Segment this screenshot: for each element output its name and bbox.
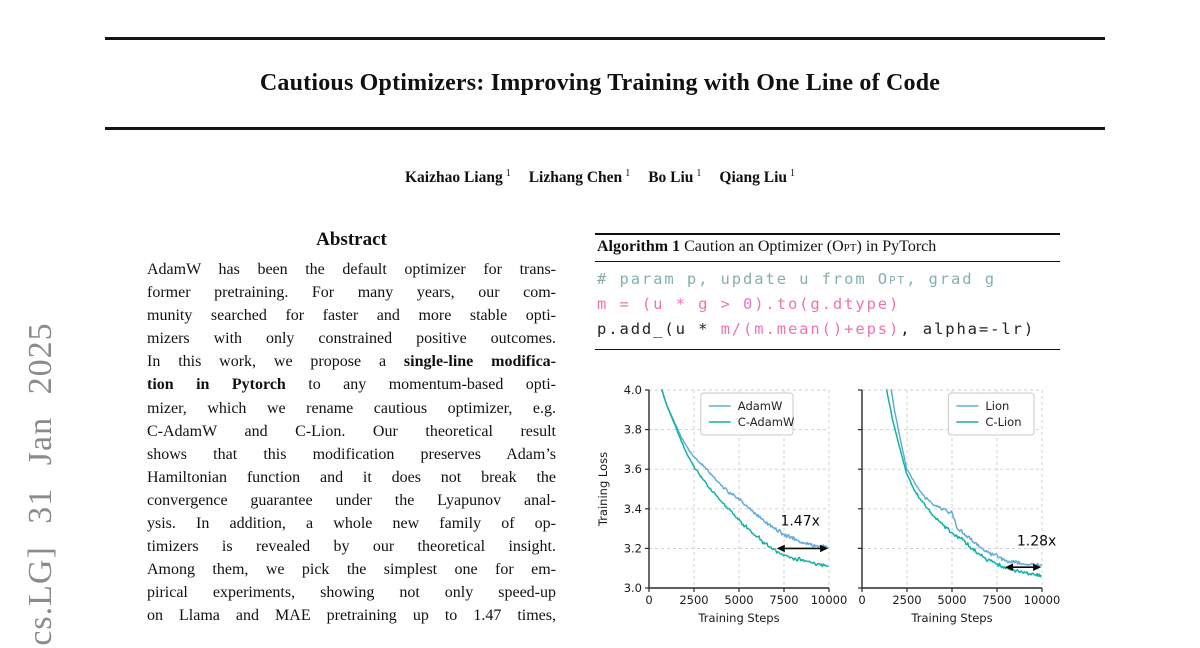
title-rule (105, 127, 1105, 130)
abstract-line: shows that this modification preserves A… (147, 445, 556, 463)
algorithm-title-pre: Caution an Optimizer ( (680, 238, 833, 255)
abstract-line: timizers is revealed by our theoretical … (147, 538, 556, 556)
abstract-line: ysis. In addition, a whole new family of… (147, 515, 556, 533)
chart-lion: 0 2500 5000 7500 10000 Training Steps Lion C-Li… (858, 389, 1061, 625)
y-tick-label: 4.0 (624, 383, 642, 397)
x-tick-label: 0 (645, 593, 652, 607)
x-tick-label: 2500 (679, 593, 708, 607)
abstract-line: mizers with only constrained positive ou… (147, 330, 556, 348)
arrowhead-left (1005, 563, 1014, 572)
x-tick-label: 7500 (982, 593, 1011, 607)
top-rule (105, 37, 1105, 40)
author: Lizhang Chen 1 (528, 168, 631, 187)
abstract-line: AdamW has been the default optimizer for… (147, 261, 556, 278)
abstract-line: munity searched for faster and more stab… (147, 307, 556, 325)
abstract-line: convergence guarantee under the Lyapunov… (147, 491, 556, 509)
arrowhead-right (820, 544, 829, 553)
training-loss-figure: 0 2500 5000 7500 10000 3.0 3.2 3.4 3.6 3.8 4.0 Trai… (596, 383, 1061, 625)
author-list: Kaizhao Liang 1 Lizhang Chen 1 Bo Liu 1 Qiang … (100, 168, 1100, 187)
x-tick-label: 5000 (937, 593, 966, 607)
legend-box (947, 392, 1035, 436)
abstract-line: C-AdamW and C-Lion. Our theoretical resu… (147, 422, 556, 440)
legend-label-c-lion: C-Lion (985, 415, 1021, 429)
paper-title: Cautious Optimizers: Improving Training … (259, 70, 941, 96)
chart-adamw: 0 2500 5000 7500 10000 3.0 3.2 3.4 3.6 3.8 4.0 Trai… (596, 383, 848, 625)
y-tick-label: 3.8 (624, 423, 642, 437)
x-tick-label: 7500 (769, 593, 798, 607)
abstract-line: Hamiltonian function and it does not bre… (147, 468, 556, 486)
x-axis-label: Training Steps (697, 611, 779, 625)
y-tick-label: 3.4 (624, 502, 642, 516)
x-tick-label: 10000 (1024, 593, 1061, 607)
legend-box (700, 392, 794, 436)
speedup-label: 1.47x (780, 514, 819, 530)
abstract-heading: Abstract (316, 229, 387, 250)
algorithm-box: Algorithm 1 Caution an Optimizer (Opt) i… (595, 233, 1060, 350)
legend-label-c-adamw: C-AdamW (738, 415, 795, 429)
abstract-line: In this work, we propose a single-line m… (147, 353, 556, 371)
legend-label-lion: Lion (985, 399, 1009, 413)
x-axis-label: Training Steps (910, 611, 992, 625)
series-c-adamw (660, 389, 829, 568)
abstract-line: on Llama and MAE pretraining up to 1.47 … (147, 607, 556, 625)
arrowhead-right (1033, 563, 1042, 572)
y-tick-label: 3.6 (624, 462, 642, 476)
algorithm-header: Algorithm 1 Caution an Optimizer (Opt) i… (595, 233, 1060, 262)
algorithm-title-post: ) in PyTorch (856, 238, 937, 255)
y-tick-label: 3.0 (624, 581, 642, 595)
speedup-label: 1.28x (1017, 533, 1056, 549)
arrowhead-left (776, 544, 785, 553)
algorithm-title-smallcaps: Opt (832, 238, 857, 255)
x-tick-label: 2500 (892, 593, 921, 607)
series-c-lion (885, 389, 1042, 578)
series-lion (890, 389, 1042, 568)
x-tick-label: 0 (858, 593, 865, 607)
author: Qiang Liu 1 (719, 168, 796, 187)
y-tick-label: 3.2 (624, 541, 642, 555)
abstract-line: tion in Pytorch to any momentum-based op… (147, 376, 557, 394)
abstract-line: former pretraining. For many years, our … (147, 284, 556, 302)
abstract-line: pirical experiments, showing not only sp… (147, 584, 556, 602)
author: Kaizhao Liang 1 (404, 168, 511, 187)
legend-label-adamw: AdamW (738, 399, 783, 413)
algorithm-label: Algorithm 1 (597, 238, 681, 255)
arxiv-watermark: [cs.LG] 31 Jan 2025 (22, 322, 59, 648)
code-line: p.add_(u * m/(m.mean()+eps), alpha=-lr) (597, 320, 1036, 338)
code-line: m = (u * g > 0).to(g.dtype) (597, 295, 901, 313)
author: Bo Liu 1 (648, 168, 702, 187)
abstract-line: mizer, which we rename cautious optimize… (147, 399, 556, 417)
x-tick-label: 5000 (724, 593, 753, 607)
code-line: # param p, update u from Opt, grad g (597, 270, 996, 288)
algorithm-code: # param p, update u from Opt, grad g m = … (595, 262, 1060, 350)
y-axis-label: Training Loss (596, 452, 610, 527)
x-tick-label: 10000 (811, 593, 848, 607)
abstract-body: AdamW has been the default optimizer for… (147, 258, 556, 628)
abstract-line: Among them, we pick the simplest one for… (147, 561, 556, 579)
series-adamw (660, 389, 829, 550)
